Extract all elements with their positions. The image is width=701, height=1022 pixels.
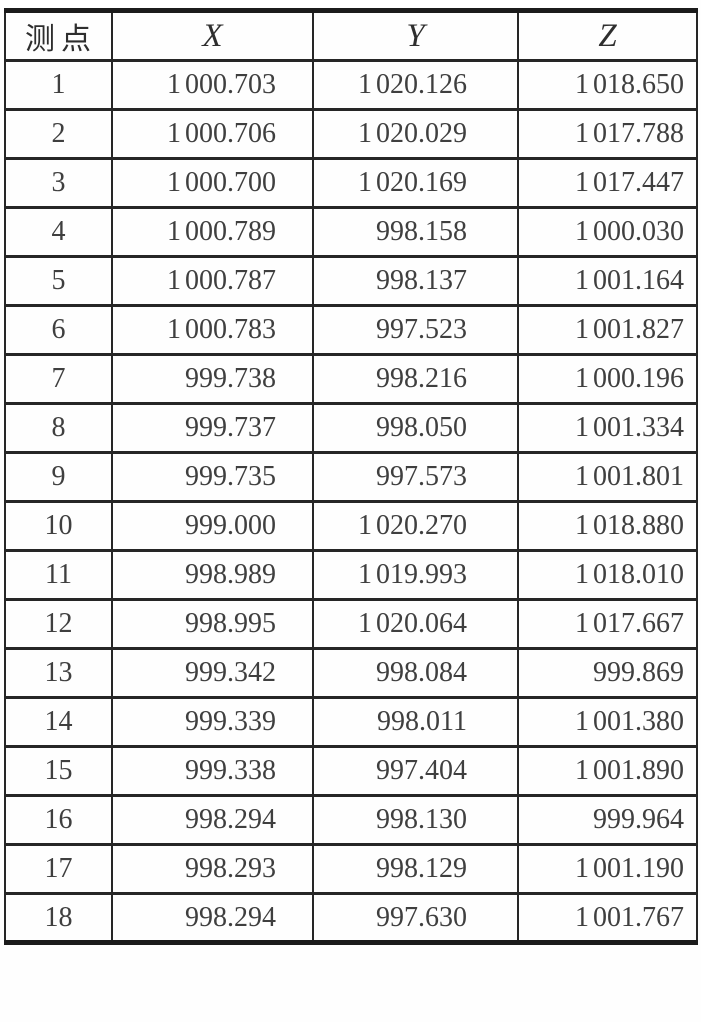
- cell-point: 16: [4, 794, 113, 846]
- table-row: 16 998.294 998.130 999.964: [4, 794, 698, 846]
- cell-y: 998.158: [312, 206, 519, 258]
- cell-point: 2: [4, 108, 113, 160]
- table-row: 11 998.989 1 019.993 1 018.010: [4, 549, 698, 601]
- cell-x: 999.737: [111, 402, 314, 454]
- cell-y: 997.573: [312, 451, 519, 503]
- cell-x: 1 000.783: [111, 304, 314, 356]
- cell-z: 1 001.801: [517, 451, 698, 503]
- cell-z: 1 018.650: [517, 59, 698, 111]
- cell-y: 1 020.169: [312, 157, 519, 209]
- cell-y: 997.523: [312, 304, 519, 356]
- cell-z: 1 017.788: [517, 108, 698, 160]
- cell-point: 8: [4, 402, 113, 454]
- cell-x: 1 000.703: [111, 59, 314, 111]
- cell-z: 1 000.196: [517, 353, 698, 405]
- cell-y: 998.129: [312, 843, 519, 895]
- cell-y: 1 020.126: [312, 59, 519, 111]
- cell-x: 999.342: [111, 647, 314, 699]
- cell-y: 998.011: [312, 696, 519, 748]
- cell-x: 998.989: [111, 549, 314, 601]
- cell-y: 1 020.064: [312, 598, 519, 650]
- table-row: 15 999.338 997.404 1 001.890: [4, 745, 698, 797]
- cell-x: 1 000.706: [111, 108, 314, 160]
- cell-y: 1 019.993: [312, 549, 519, 601]
- cell-z: 1 000.030: [517, 206, 698, 258]
- cell-point: 3: [4, 157, 113, 209]
- table-row: 1 1 000.703 1 020.126 1 018.650: [4, 59, 698, 111]
- cell-z: 1 001.827: [517, 304, 698, 356]
- cell-x: 998.294: [111, 892, 314, 944]
- cell-z: 1 001.190: [517, 843, 698, 895]
- cell-point: 17: [4, 843, 113, 895]
- cell-z: 999.869: [517, 647, 698, 699]
- column-header-z: Z: [517, 9, 698, 62]
- survey-points-table: 测点 X Y Z 1 1 000.703 1 020.126 1 018.650…: [4, 8, 698, 945]
- cell-y: 997.630: [312, 892, 519, 944]
- table-row: 9 999.735 997.573 1 001.801: [4, 451, 698, 503]
- table-row: 6 1 000.783 997.523 1 001.827: [4, 304, 698, 356]
- cell-y: 1 020.029: [312, 108, 519, 160]
- cell-z: 1 017.447: [517, 157, 698, 209]
- cell-y: 998.130: [312, 794, 519, 846]
- cell-x: 1 000.789: [111, 206, 314, 258]
- cell-point: 14: [4, 696, 113, 748]
- column-header-x: X: [111, 9, 314, 62]
- table-row: 4 1 000.789 998.158 1 000.030: [4, 206, 698, 258]
- table-row: 12 998.995 1 020.064 1 017.667: [4, 598, 698, 650]
- table-row: 3 1 000.700 1 020.169 1 017.447: [4, 157, 698, 209]
- cell-z: 1 017.667: [517, 598, 698, 650]
- table-row: 14 999.339 998.011 1 001.380: [4, 696, 698, 748]
- cell-x: 1 000.787: [111, 255, 314, 307]
- cell-point: 15: [4, 745, 113, 797]
- cell-x: 999.339: [111, 696, 314, 748]
- column-header-y: Y: [312, 9, 519, 62]
- header-row: 测点 X Y Z: [4, 9, 698, 62]
- cell-y: 997.404: [312, 745, 519, 797]
- cell-point: 6: [4, 304, 113, 356]
- cell-point: 12: [4, 598, 113, 650]
- cell-y: 998.084: [312, 647, 519, 699]
- cell-z: 1 001.890: [517, 745, 698, 797]
- cell-z: 1 018.880: [517, 500, 698, 552]
- table-row: 8 999.737 998.050 1 001.334: [4, 402, 698, 454]
- table-body: 1 1 000.703 1 020.126 1 018.650 2 1 000.…: [4, 59, 698, 944]
- table-row: 7 999.738 998.216 1 000.196: [4, 353, 698, 405]
- cell-point: 9: [4, 451, 113, 503]
- table-row: 10 999.000 1 020.270 1 018.880: [4, 500, 698, 552]
- cell-z: 1 001.767: [517, 892, 698, 944]
- cell-x: 1 000.700: [111, 157, 314, 209]
- table-row: 5 1 000.787 998.137 1 001.164: [4, 255, 698, 307]
- cell-z: 1 001.380: [517, 696, 698, 748]
- cell-z: 1 001.334: [517, 402, 698, 454]
- cell-z: 999.964: [517, 794, 698, 846]
- cell-point: 5: [4, 255, 113, 307]
- table-row: 18 998.294 997.630 1 001.767: [4, 892, 698, 944]
- cell-point: 10: [4, 500, 113, 552]
- cell-x: 998.995: [111, 598, 314, 650]
- cell-x: 999.000: [111, 500, 314, 552]
- column-header-point: 测点: [4, 9, 113, 62]
- cell-x: 998.293: [111, 843, 314, 895]
- table-row: 17 998.293 998.129 1 001.190: [4, 843, 698, 895]
- cell-point: 4: [4, 206, 113, 258]
- cell-y: 1 020.270: [312, 500, 519, 552]
- cell-z: 1 001.164: [517, 255, 698, 307]
- cell-point: 1: [4, 59, 113, 111]
- cell-x: 999.338: [111, 745, 314, 797]
- cell-y: 998.050: [312, 402, 519, 454]
- cell-point: 7: [4, 353, 113, 405]
- cell-z: 1 018.010: [517, 549, 698, 601]
- table-row: 2 1 000.706 1 020.029 1 017.788: [4, 108, 698, 160]
- cell-x: 999.735: [111, 451, 314, 503]
- cell-y: 998.137: [312, 255, 519, 307]
- cell-point: 18: [4, 892, 113, 944]
- cell-point: 13: [4, 647, 113, 699]
- cell-y: 998.216: [312, 353, 519, 405]
- table-row: 13 999.342 998.084 999.869: [4, 647, 698, 699]
- cell-point: 11: [4, 549, 113, 601]
- cell-x: 998.294: [111, 794, 314, 846]
- cell-x: 999.738: [111, 353, 314, 405]
